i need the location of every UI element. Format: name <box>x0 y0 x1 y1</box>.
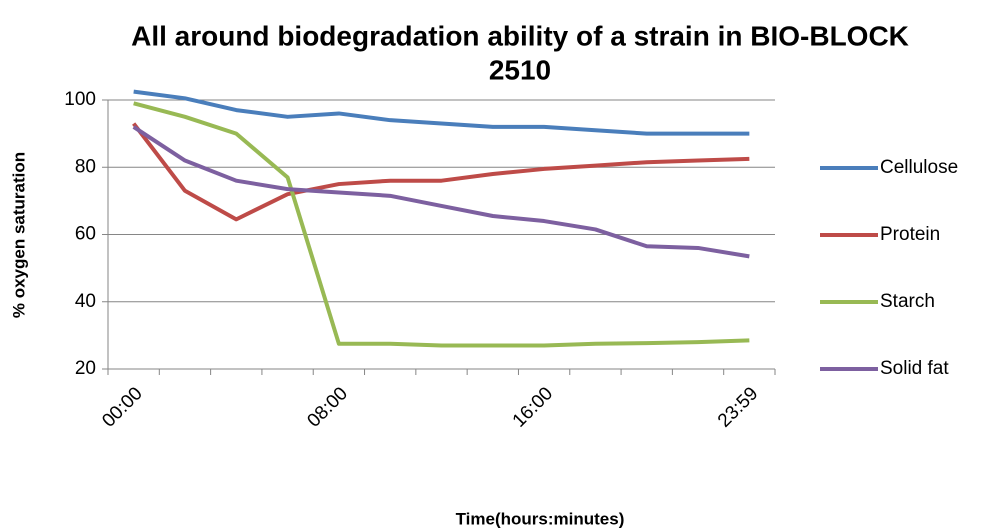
legend-label: Cellulose <box>880 157 958 178</box>
series-line <box>133 101 750 348</box>
legend-label: Solid fat <box>880 358 949 379</box>
legend-label: Starch <box>880 291 935 312</box>
x-axis-title: Time(hours:minutes) <box>456 509 625 528</box>
y-tick-label: 80 <box>75 156 96 177</box>
y-tick-label: 40 <box>75 291 96 312</box>
x-tick-label: 08:00 <box>303 383 351 431</box>
x-tick-label: 16:00 <box>509 383 557 431</box>
chart-title: 2510 <box>489 54 551 85</box>
legend-label: Protein <box>880 224 940 245</box>
x-tick-label: 23:59 <box>714 383 762 431</box>
y-axis-title: % oxygen saturation <box>9 152 28 318</box>
x-tick-label: 00:00 <box>98 383 146 431</box>
chart-title: All around biodegradation ability of a s… <box>131 20 909 51</box>
series-line <box>133 89 750 136</box>
series-line <box>132 122 750 222</box>
y-tick-label: 20 <box>75 358 96 379</box>
series-line <box>132 125 750 259</box>
y-tick-label: 60 <box>75 224 96 245</box>
y-tick-label: 100 <box>64 89 96 110</box>
